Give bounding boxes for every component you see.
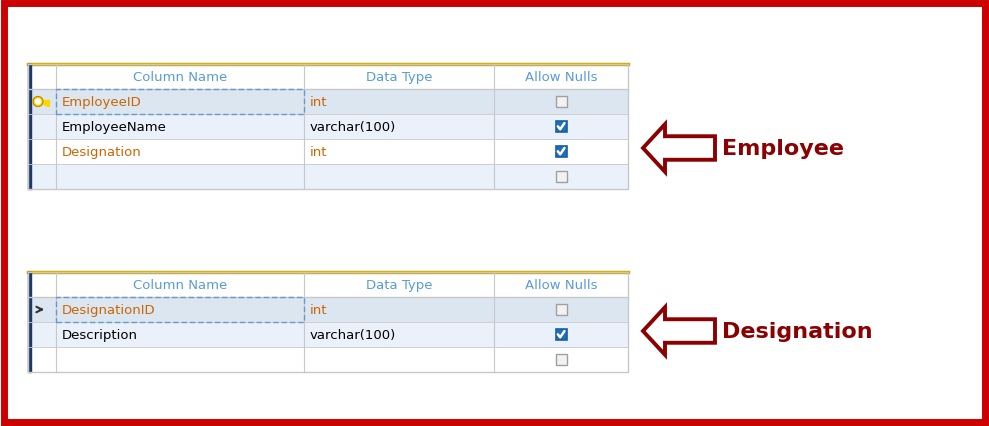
Text: varchar(100): varchar(100): [310, 328, 397, 341]
Bar: [56, 90, 304, 115]
Polygon shape: [33, 97, 43, 107]
Text: varchar(100): varchar(100): [310, 121, 397, 134]
Bar: [28, 65, 628, 90]
Text: Employee: Employee: [722, 139, 844, 158]
Polygon shape: [28, 65, 31, 190]
Bar: [28, 322, 628, 347]
Text: EmployeeID: EmployeeID: [62, 96, 141, 109]
Text: Allow Nulls: Allow Nulls: [525, 278, 597, 291]
Bar: [56, 297, 304, 322]
Polygon shape: [47, 104, 49, 107]
Text: Designation: Designation: [722, 321, 872, 341]
Text: int: int: [310, 146, 327, 158]
Bar: [28, 297, 628, 322]
Bar: [556, 354, 567, 365]
Polygon shape: [36, 100, 41, 105]
Bar: [28, 347, 628, 372]
Text: int: int: [310, 303, 327, 316]
Bar: [28, 164, 628, 190]
Bar: [556, 147, 567, 158]
Bar: [556, 122, 567, 132]
Polygon shape: [643, 125, 715, 173]
Bar: [28, 115, 628, 140]
Polygon shape: [44, 104, 46, 106]
Polygon shape: [28, 272, 31, 372]
Text: Data Type: Data Type: [366, 278, 432, 291]
Bar: [556, 172, 567, 183]
Bar: [28, 65, 628, 190]
Bar: [28, 272, 628, 372]
Bar: [28, 272, 628, 297]
Text: Allow Nulls: Allow Nulls: [525, 71, 597, 84]
Polygon shape: [643, 308, 715, 355]
Bar: [28, 90, 628, 115]
Text: Data Type: Data Type: [366, 71, 432, 84]
Text: EmployeeName: EmployeeName: [62, 121, 167, 134]
Bar: [556, 97, 567, 108]
Bar: [28, 140, 628, 164]
Bar: [556, 329, 567, 340]
Text: Column Name: Column Name: [133, 278, 227, 291]
Text: Column Name: Column Name: [133, 71, 227, 84]
Text: DesignationID: DesignationID: [62, 303, 155, 316]
Text: Description: Description: [62, 328, 138, 341]
Text: Designation: Designation: [62, 146, 141, 158]
Text: int: int: [310, 96, 327, 109]
Bar: [556, 304, 567, 315]
